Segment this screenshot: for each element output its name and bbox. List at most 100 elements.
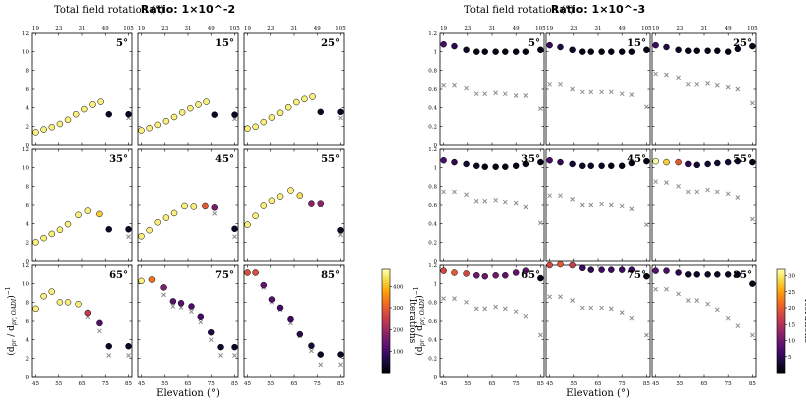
colorbar-segment [777,310,785,313]
cross-stroke [547,294,552,300]
cross-stroke [705,187,710,193]
data-point [296,330,304,338]
panel-frame [439,264,545,378]
colorbar-tick-label: 20 [788,306,795,312]
data-point [749,158,756,166]
x-tick-label: 45 [440,381,447,387]
data-point [714,159,721,167]
data-point [598,162,605,170]
cross-stroke [676,291,681,297]
colorbar-segment [777,360,785,364]
cross-marker [705,301,710,307]
x-tick-label: 55 [570,381,577,387]
data-point [587,48,594,55]
data-point [557,260,564,268]
panel-label: 85° [733,270,752,281]
cross-marker [685,298,691,303]
colorbar-segment [382,317,390,320]
panel-25deg: 19 23 31 49 105 25° [243,26,346,146]
colorbar-segment [777,277,785,280]
cross-marker [161,292,166,298]
panel-label: 65° [109,270,128,281]
data-point [522,267,530,274]
colorbar-segment [777,347,785,350]
colorbar-segment [382,288,390,291]
cross-stroke [735,195,741,200]
colorbar-segment [382,333,390,336]
top-tick-label: 105 [535,26,546,32]
data-point [451,158,458,166]
data-point [473,162,480,170]
colorbar-segment [777,300,785,303]
data-point [579,264,586,272]
data-point [105,226,112,233]
data-point [217,343,224,351]
cross-marker [502,306,508,312]
data-point [138,277,145,285]
y-tick-label: 0 [26,375,30,381]
data-point [608,266,615,273]
cross-stroke [644,104,649,110]
cross-marker [694,81,700,87]
data-point [252,212,259,219]
cross-stroke [493,197,498,203]
data-point [317,351,324,358]
cross-stroke [513,309,519,315]
data-point [502,272,509,279]
colorbar-tick-label: 10 [788,339,795,345]
data-point [203,98,210,105]
colorbar-segment [382,324,390,327]
colorbar-segment [777,327,785,331]
cross-stroke [653,71,658,77]
data-point [685,160,692,168]
panel-frame [243,148,345,262]
colorbar-title: Iterations [802,299,806,344]
data-point [749,280,756,287]
data-point [675,158,682,166]
cross-marker [523,204,529,210]
panel-65deg: 0 0.2 0.4 0.6 0.8 1 1.2 45 55 65 75 85 65° [428,263,545,387]
cross-stroke [452,82,457,88]
x-tick-label: 55 [161,381,168,387]
y-tick-label: 0 [26,143,30,149]
cross-stroke [619,310,625,315]
cross-marker [608,306,614,312]
colorbar-segment [382,327,390,331]
cross-marker [493,90,498,96]
data-point [492,272,499,279]
panel-label: 5° [528,38,540,49]
y-tick-label: 0.4 [428,106,437,112]
colorbar-segment [777,307,785,310]
cross-stroke [441,82,446,88]
cross-stroke [161,292,166,298]
cross-marker [725,191,731,197]
panel-label: 75° [627,270,646,281]
panel-label: 5° [116,38,128,49]
cross-marker [513,309,519,315]
cross-marker [579,89,585,95]
colorbar-segment [382,348,390,351]
data-point [685,271,692,278]
colorbar-segment [382,274,390,277]
cross-marker [473,306,479,312]
cross-marker [452,82,457,88]
colorbar-segment [777,355,785,358]
data-point [734,271,742,278]
y-tick-label: 1 [434,50,438,56]
x-tick-label: 75 [619,381,626,387]
data-point [148,276,156,283]
cross-stroke [473,306,479,312]
cross-marker [570,197,575,202]
top-tick-label: 23 [267,26,274,32]
colorbar-segment [777,270,785,273]
data-point [81,105,88,113]
colorbar-frame [381,268,391,374]
data-point [260,118,268,126]
cross-stroke [588,305,594,311]
cross-stroke [502,199,508,205]
y-tick-label: 10 [22,166,29,172]
panel-frame [31,264,133,378]
cross-stroke [714,189,720,195]
cross-stroke [126,353,131,358]
cross-stroke [735,86,741,92]
